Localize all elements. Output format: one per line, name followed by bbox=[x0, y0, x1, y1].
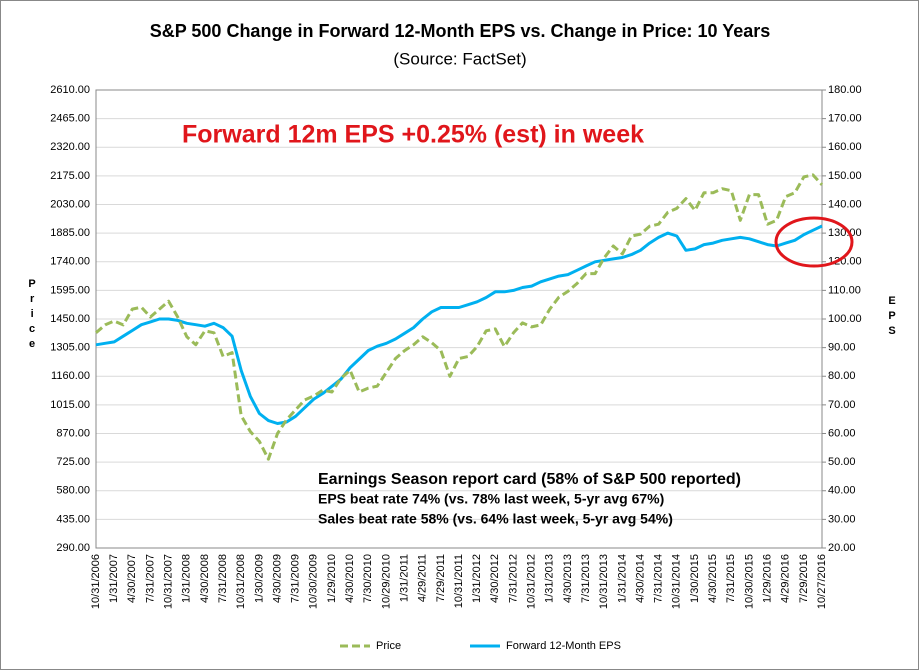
y2-tick-label: 20.00 bbox=[828, 542, 856, 554]
y2-tick-label: 80.00 bbox=[828, 370, 856, 382]
y-tick-label: 1450.00 bbox=[50, 313, 90, 325]
x-tick-label: 1/31/2012 bbox=[471, 554, 483, 603]
x-tick-label: 4/30/2007 bbox=[126, 554, 138, 603]
x-tick-label: 10/27/2016 bbox=[816, 554, 828, 609]
y-tick-label: 2610.00 bbox=[50, 84, 90, 96]
legend-label: Forward 12-Month EPS bbox=[506, 640, 621, 652]
x-tick-label: 10/31/2011 bbox=[453, 554, 465, 608]
y-tick-label: 2030.00 bbox=[50, 198, 90, 210]
y2-tick-label: 60.00 bbox=[828, 427, 856, 439]
x-tick-label: 1/31/2008 bbox=[181, 554, 193, 603]
x-tick-label: 10/31/2014 bbox=[671, 554, 683, 609]
x-tick-label: 4/30/2013 bbox=[562, 554, 574, 603]
x-tick-label: 1/31/2013 bbox=[544, 554, 556, 603]
x-tick-label: 7/29/2016 bbox=[798, 554, 810, 603]
chart-title: S&P 500 Change in Forward 12-Month EPS v… bbox=[150, 21, 771, 41]
x-tick-label: 1/30/2015 bbox=[689, 554, 701, 603]
chart-subtitle: (Source: FactSet) bbox=[393, 49, 526, 68]
x-tick-label: 7/31/2014 bbox=[653, 554, 665, 603]
y2-tick-label: 120.00 bbox=[828, 256, 862, 268]
x-tick-label: 4/30/2008 bbox=[199, 554, 211, 603]
x-tick-label: 4/30/2014 bbox=[634, 554, 646, 603]
x-tick-label: 4/30/2009 bbox=[271, 554, 283, 603]
y2-tick-label: 30.00 bbox=[828, 513, 856, 525]
y2-tick-label: 150.00 bbox=[828, 170, 862, 182]
x-tick-label: 4/29/2011 bbox=[417, 554, 429, 602]
y-tick-label: 290.00 bbox=[56, 542, 90, 554]
x-tick-label: 7/31/2015 bbox=[725, 554, 737, 603]
y-tick-label: 2465.00 bbox=[50, 113, 90, 125]
y2-tick-label: 100.00 bbox=[828, 313, 862, 325]
x-tick-label: 10/31/2008 bbox=[235, 554, 247, 609]
x-tick-label: 7/30/2010 bbox=[362, 554, 374, 603]
annotation: Sales beat rate 58% (vs. 64% last week, … bbox=[318, 511, 673, 527]
x-tick-label: 10/31/2006 bbox=[90, 554, 102, 609]
y2-tick-label: 70.00 bbox=[828, 399, 856, 411]
x-tick-label: 1/31/2014 bbox=[616, 554, 628, 603]
x-tick-label: 1/31/2007 bbox=[108, 554, 120, 603]
annotation: Earnings Season report card (58% of S&P … bbox=[318, 471, 741, 488]
x-tick-label: 1/31/2011 bbox=[398, 554, 410, 602]
y2-tick-label: 50.00 bbox=[828, 456, 856, 468]
y2-tick-label: 110.00 bbox=[828, 284, 861, 296]
plot-frame bbox=[95, 89, 823, 549]
y2-tick-label: 180.00 bbox=[828, 84, 862, 96]
y2-tick-label: 40.00 bbox=[828, 485, 856, 497]
highlight-ellipse bbox=[774, 216, 854, 268]
x-tick-label: 7/29/2011 bbox=[435, 554, 447, 602]
x-tick-label: 7/31/2007 bbox=[144, 554, 156, 603]
x-tick-label: 4/29/2016 bbox=[780, 554, 792, 603]
series-line bbox=[95, 173, 824, 461]
y-tick-label: 435.00 bbox=[56, 513, 90, 525]
y-tick-label: 870.00 bbox=[56, 427, 90, 439]
x-tick-label: 1/30/2009 bbox=[253, 554, 265, 603]
y-tick-label: 1885.00 bbox=[50, 227, 90, 239]
x-tick-label: 10/31/2007 bbox=[163, 554, 175, 609]
x-tick-label: 4/30/2010 bbox=[344, 554, 356, 603]
y-tick-label: 1015.00 bbox=[50, 399, 90, 411]
y2-tick-label: 130.00 bbox=[828, 227, 862, 239]
y-tick-label: 2320.00 bbox=[50, 141, 90, 153]
y2-tick-label: 90.00 bbox=[828, 342, 856, 354]
x-tick-label: 10/30/2009 bbox=[308, 554, 320, 609]
x-tick-label: 10/30/2015 bbox=[743, 554, 755, 609]
y2-axis-label: EPS bbox=[886, 295, 898, 340]
y-tick-label: 1160.00 bbox=[51, 370, 90, 382]
legend-label: Price bbox=[376, 640, 401, 652]
x-tick-label: 10/31/2013 bbox=[598, 554, 610, 609]
x-tick-label: 10/31/2012 bbox=[526, 554, 538, 609]
annotation: EPS beat rate 74% (vs. 78% last week, 5-… bbox=[318, 491, 664, 507]
y2-tick-label: 140.00 bbox=[828, 198, 862, 210]
y2-tick-label: 160.00 bbox=[828, 141, 862, 153]
x-tick-label: 7/31/2013 bbox=[580, 554, 592, 603]
x-tick-label: 7/31/2009 bbox=[290, 554, 302, 603]
y-tick-label: 1305.00 bbox=[50, 342, 90, 354]
x-tick-label: 4/30/2012 bbox=[489, 554, 501, 603]
x-tick-label: 1/29/2016 bbox=[761, 554, 773, 603]
y-tick-label: 1595.00 bbox=[50, 284, 90, 296]
x-tick-label: 4/30/2015 bbox=[707, 554, 719, 603]
y-tick-label: 580.00 bbox=[56, 485, 90, 497]
x-tick-label: 10/29/2010 bbox=[380, 554, 392, 609]
y-axis-label: Price bbox=[26, 278, 38, 353]
y-tick-label: 1740.00 bbox=[50, 256, 90, 268]
x-tick-label: 1/29/2010 bbox=[326, 554, 338, 603]
y-tick-label: 725.00 bbox=[56, 456, 90, 468]
annotation: Forward 12m EPS +0.25% (est) in week bbox=[182, 121, 644, 149]
x-tick-label: 7/31/2012 bbox=[507, 554, 519, 603]
x-tick-label: 7/31/2008 bbox=[217, 554, 229, 603]
series-line bbox=[95, 224, 823, 425]
y2-tick-label: 170.00 bbox=[828, 113, 862, 125]
y-tick-label: 2175.00 bbox=[50, 170, 90, 182]
